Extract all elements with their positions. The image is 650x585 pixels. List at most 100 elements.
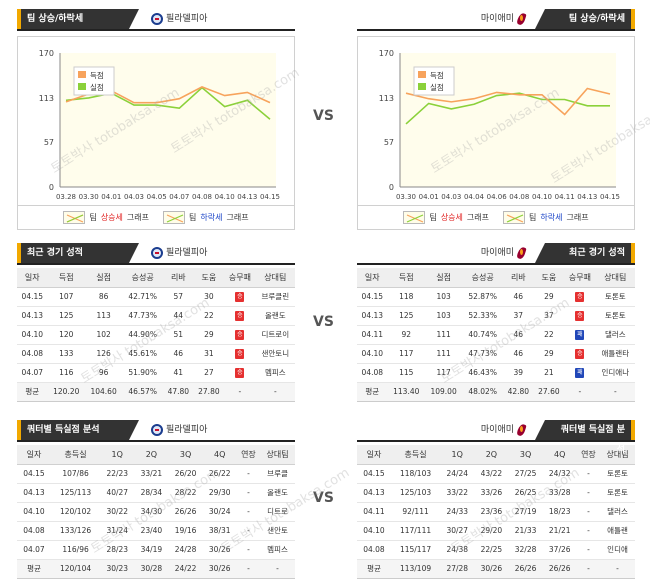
table-cell: 04.15	[357, 464, 391, 484]
table-row[interactable]: 04.07 116/96 28/23 34/19 24/28 30/26- 멤피스	[17, 540, 295, 560]
table-row[interactable]: 04.08 115 117 46.43% 39 21 패 인디애나	[357, 363, 635, 383]
quarter-title: 쿼터별 득실점 분석	[17, 420, 139, 440]
y-tick-label: 170	[39, 49, 54, 58]
average-row: 평균 120.20 104.60 46.57% 47.80 27.80- -	[17, 382, 295, 402]
table-row[interactable]: 04.10 120 102 44.90% 51 29 승 디트로이	[17, 325, 295, 345]
table-row[interactable]: 04.10 120/102 30/22 34/30 26/26 30/24- 디트로	[17, 502, 295, 522]
legend-up[interactable]: 팀 상승세 그래프	[63, 211, 149, 224]
legend-label: 실점	[430, 82, 444, 92]
table-cell: 46	[503, 344, 534, 364]
header-accent	[631, 9, 635, 29]
table-row[interactable]: 04.11 92/111 24/33 23/36 27/19 18/23- 댈러스	[357, 502, 635, 522]
table-row[interactable]: 04.10 117/111 30/27 29/20 21/33 21/21- 애틀랜	[357, 521, 635, 541]
table-row[interactable]: 04.07 116 96 51.90% 41 27 승 멤피스	[17, 363, 295, 383]
table-cell: 댈러스	[600, 502, 635, 522]
legend-up[interactable]: 팀 상승세 그래프	[403, 211, 489, 224]
table-row[interactable]: 04.08 133 126 45.61% 46 31 승 샌안토니	[17, 344, 295, 364]
table-cell: 31	[193, 344, 225, 364]
table-row[interactable]: 04.10 117 111 47.73% 46 29 승 애틀랜타	[357, 344, 635, 364]
table-cell: 04.13	[17, 483, 51, 503]
trend-title: 팀 상승/하락세	[535, 9, 635, 29]
table-cell: 인디애나	[595, 363, 635, 383]
table-cell: 24/24	[440, 464, 475, 484]
x-tick-label: 04.06	[487, 193, 508, 201]
table-cell: 04.11	[357, 502, 391, 522]
x-tick-label: 04.01	[419, 193, 439, 201]
table-cell: 32/28	[508, 540, 543, 560]
table-cell: 44	[163, 306, 194, 326]
down-graph-icon	[503, 211, 525, 224]
table-cell: -	[236, 483, 261, 503]
right-team-label: 마이애미	[481, 420, 527, 440]
result-badge: 승	[235, 330, 245, 340]
x-tick-label: 04.15	[260, 193, 280, 201]
column-header: 일자	[17, 445, 51, 465]
table-cell: 103	[424, 287, 463, 307]
table-cell: 27/25	[508, 464, 543, 484]
table-cell: 102	[84, 325, 123, 345]
table-cell: 04.13	[17, 306, 48, 326]
table-cell: 멤피스	[255, 363, 295, 383]
table-cell: 18/23	[542, 502, 577, 522]
column-header: 1Q	[440, 445, 475, 465]
column-header: 승무패	[224, 268, 256, 288]
table-cell: 토론토	[600, 464, 635, 484]
table-row[interactable]: 04.15 107 86 42.71% 57 30 승 브루클린	[17, 287, 295, 307]
table-row[interactable]: 04.08 115/117 24/38 22/25 32/28 37/26- 인디애	[357, 540, 635, 560]
table-cell: -	[236, 559, 261, 579]
table-cell: 46.43%	[462, 363, 504, 383]
table-cell: 28/34	[134, 483, 169, 503]
table-row[interactable]: 04.15 107/86 22/23 33/21 26/20 26/22- 브루클	[17, 464, 295, 484]
table-row[interactable]: 04.13 125/103 33/22 33/26 26/25 33/28- 토론토	[357, 483, 635, 503]
table-cell: 27/19	[508, 502, 543, 522]
table-cell: 126	[84, 344, 123, 364]
y-tick-label: 170	[379, 49, 394, 58]
table-cell: 토론토	[595, 306, 635, 326]
table-cell: 33/26	[474, 483, 509, 503]
table-cell: 92/111	[390, 502, 441, 522]
table-cell: 04.10	[17, 325, 48, 345]
table-cell: 22/25	[474, 540, 509, 560]
right-team-label: 마이애미	[481, 9, 527, 29]
table-cell: 승	[224, 363, 256, 383]
table-cell: -	[236, 540, 261, 560]
table-cell: 24/38	[440, 540, 475, 560]
table-cell: 30	[193, 287, 225, 307]
table-cell: 51.90%	[122, 363, 164, 383]
x-tick-label: 04.04	[464, 193, 485, 201]
x-tick-label: 03.30	[79, 193, 99, 201]
table-row[interactable]: 04.15 118 103 52.87% 46 29 승 토론토	[357, 287, 635, 307]
table-cell: -	[576, 483, 601, 503]
left-quarter-header: 쿼터별 득실점 분석 필라델피아	[17, 420, 295, 442]
table-cell: 토론토	[595, 287, 635, 307]
table-row[interactable]: 04.11 92 111 40.74% 46 22 패 댈러스	[357, 325, 635, 345]
left-recent-panel: 최근 경기 성적 필라델피아 일자 득점 실점 승성공 리바 도움 승무패 상대팀 04.15…	[17, 243, 295, 402]
column-header: 상대팀	[600, 445, 635, 465]
table-cell: -	[236, 464, 261, 484]
table-cell: 04.15	[17, 464, 51, 484]
legend-down[interactable]: 팀 하락세 그래프	[503, 211, 589, 224]
table-cell: 29/20	[474, 521, 509, 541]
table-row[interactable]: 04.13 125 103 52.33% 37 37 승 토론토	[357, 306, 635, 326]
table-cell: 37	[533, 306, 565, 326]
table-cell: 승	[224, 306, 256, 326]
table-row[interactable]: 04.13 125/113 40/27 28/34 28/22 29/30- 올랜도	[17, 483, 295, 503]
table-cell: 133	[47, 344, 85, 364]
table-cell: 승	[224, 325, 256, 345]
column-header: 총득실	[390, 445, 441, 465]
philadelphia-logo-icon	[151, 13, 163, 25]
table-row[interactable]: 04.13 125 113 47.73% 44 22 승 올랜도	[17, 306, 295, 326]
table-cell: 04.11	[357, 325, 388, 345]
legend-down[interactable]: 팀 하락세 그래프	[163, 211, 249, 224]
column-header: 2Q	[474, 445, 509, 465]
table-cell: 115/117	[390, 540, 441, 560]
table-cell: 디트로이	[255, 325, 295, 345]
table-cell: 92	[387, 325, 425, 345]
table-row[interactable]: 04.08 133/126 31/24 23/40 19/16 38/31- 샌안토	[17, 521, 295, 541]
miami-logo-icon	[517, 13, 527, 25]
table-cell: 116/96	[50, 540, 101, 560]
table-cell: 22	[533, 325, 565, 345]
table-cell: 승	[224, 344, 256, 364]
table-row[interactable]: 04.15 118/103 24/24 43/22 27/25 24/32- 토론토	[357, 464, 635, 484]
vs-label-1: VS	[313, 108, 334, 124]
